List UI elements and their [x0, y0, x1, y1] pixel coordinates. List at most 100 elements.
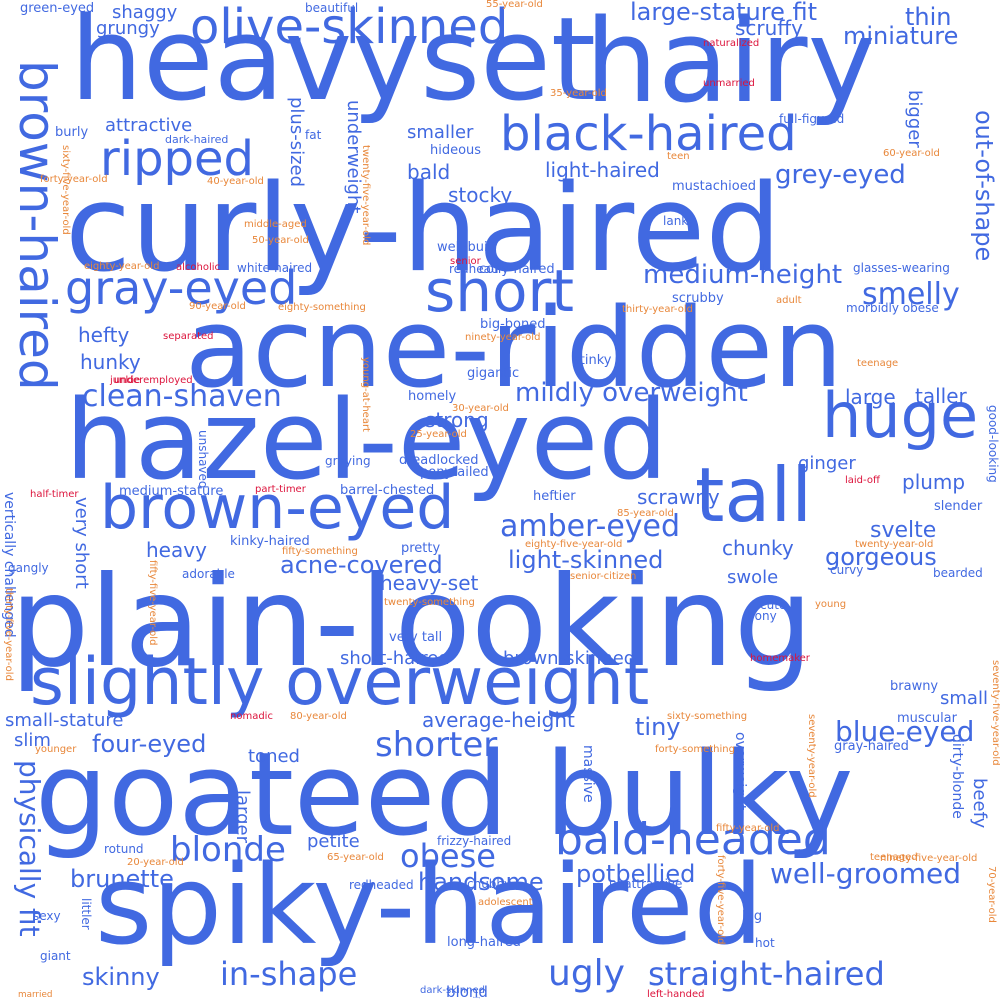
word-177: senior-citizen — [570, 571, 637, 582]
word-51: brown-skinned — [503, 648, 636, 669]
word-176: fifty-five-year-old — [147, 560, 158, 646]
word-170: part-timer — [255, 484, 306, 495]
word-60: strong — [425, 408, 489, 432]
word-90: hideous — [430, 143, 482, 158]
word-142: 55-year-old — [486, 0, 543, 10]
word-68: shaggy — [112, 2, 178, 23]
word-41: skinny — [82, 963, 160, 991]
word-84: ginger — [798, 453, 856, 474]
word-87: overweight — [732, 732, 748, 811]
word-29: amber-eyed — [500, 509, 681, 544]
word-155: senior — [450, 256, 481, 267]
word-21: straight-haired — [648, 955, 885, 993]
word-50: short-haired — [340, 648, 450, 669]
word-138: hot — [755, 936, 775, 950]
word-117: full-figured — [779, 112, 845, 126]
word-173: eighty-five-year-old — [525, 539, 623, 550]
word-81: beefy — [969, 778, 990, 829]
word-185: sixty-something — [667, 711, 748, 722]
word-18: bald-headed — [555, 814, 831, 865]
word-37: acne-covered — [280, 551, 443, 579]
word-139: green-eyed — [20, 1, 95, 16]
word-186: younger — [35, 744, 77, 755]
word-23: shorter — [375, 725, 498, 765]
word-145: 35-year-old — [550, 88, 607, 99]
word-6: goateed — [35, 728, 509, 862]
word-148: 40-year-old — [207, 176, 264, 187]
word-167: 25-year-old — [410, 429, 467, 440]
word-149: middle-aged — [244, 219, 307, 230]
word-196: forty-five-year-old — [715, 855, 726, 945]
word-57: smaller — [407, 122, 474, 143]
word-71: plus-sized — [286, 97, 307, 188]
word-184: 80-year-old — [290, 711, 347, 722]
word-19: brown-haired — [8, 60, 66, 391]
word-135: unattractive — [609, 877, 683, 891]
word-164: teen — [667, 151, 690, 162]
word-62: taller — [915, 384, 967, 408]
word-38: gorgeous — [825, 543, 937, 571]
word-5: plain-looking — [10, 550, 814, 695]
word-130: sexy — [33, 909, 61, 923]
word-119: white-haired — [237, 261, 313, 275]
word-49: average-height — [422, 708, 575, 732]
word-195: adolescent — [478, 897, 533, 908]
word-178: twenty-something — [384, 597, 475, 608]
word-95: stinky — [573, 353, 612, 368]
word-45: miniature — [843, 22, 959, 50]
word-61: large — [845, 385, 896, 409]
word-63: very short — [71, 497, 92, 589]
word-189: fifty-year-old — [716, 823, 780, 834]
word-46: thin — [905, 3, 952, 31]
word-102: medium-stature — [119, 484, 224, 499]
word-114: good-looking — [986, 405, 1000, 483]
word-92: coily-haired — [479, 262, 555, 277]
word-31: blue-eyed — [835, 715, 975, 748]
word-183: nomadic — [230, 711, 273, 722]
word-0: heavyset — [70, 0, 596, 127]
word-116: morbidly obese — [846, 301, 939, 315]
word-140: beautiful — [305, 1, 359, 15]
word-32: medium-height — [643, 260, 843, 290]
word-110: brawny — [890, 679, 939, 694]
word-147: forty-year-old — [40, 174, 108, 185]
word-122: fat — [305, 128, 322, 142]
word-78: blond — [446, 983, 488, 1000]
word-22: ugly — [548, 953, 625, 994]
word-96: gigantic — [467, 366, 520, 381]
word-190: 65-year-old — [327, 852, 384, 863]
word-97: homely — [408, 389, 457, 404]
word-89: mustachioed — [672, 179, 756, 194]
word-53: plump — [902, 470, 966, 494]
word-113: bearded — [933, 566, 983, 580]
word-56: chunky — [722, 536, 794, 560]
word-93: scrubby — [672, 291, 724, 306]
word-133: chubby — [467, 877, 512, 891]
word-192: 20-year-old — [127, 857, 184, 868]
word-112: slender — [934, 499, 983, 514]
word-34: smelly — [862, 277, 960, 312]
word-1: hairy — [585, 0, 876, 129]
word-163: adult — [776, 295, 802, 306]
word-16: short — [425, 257, 575, 325]
word-15: gray-eyed — [65, 261, 298, 315]
word-180: thirty-five-year-old — [3, 588, 14, 681]
word-161: ninety-year-old — [465, 332, 541, 343]
word-8: spiky-haired — [95, 841, 764, 969]
word-3: acne-ridden — [185, 284, 843, 412]
word-40: brunette — [70, 865, 174, 893]
word-191: teenaged — [870, 852, 918, 863]
word-2: curly-haired — [65, 160, 782, 299]
word-91: well-built — [437, 240, 497, 255]
word-172: 85-year-old — [617, 508, 674, 519]
word-153: eighty-year-old — [84, 261, 160, 272]
word-7: bulky — [545, 728, 854, 862]
word-143: naturalized — [703, 38, 760, 49]
word-86: massive — [580, 745, 596, 803]
word-12: olive-skinned — [190, 0, 509, 55]
word-52: light-haired — [545, 158, 660, 182]
word-44: out-of-shape — [970, 110, 998, 262]
word-85: dirty-blonde — [949, 734, 965, 819]
word-9: slightly overweight — [30, 645, 650, 720]
